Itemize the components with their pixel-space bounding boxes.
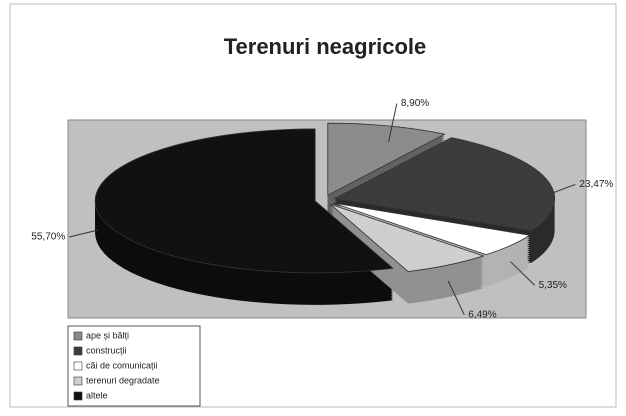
leader-line — [388, 103, 398, 143]
slice — [333, 137, 555, 232]
legend-swatch — [73, 331, 83, 341]
legend-label: căi de comunicații — [86, 360, 158, 370]
legend-swatch — [73, 346, 83, 356]
chart-title: Terenuri neagricole — [224, 34, 427, 59]
data-label: 8,90% — [401, 98, 429, 109]
legend — [67, 325, 201, 407]
slice — [327, 122, 446, 196]
legend-label: terenuri degradate — [86, 375, 160, 385]
data-label: 6,49% — [468, 309, 496, 320]
leader-line — [546, 183, 576, 196]
data-label: 23,47% — [579, 179, 613, 190]
legend-label: ape și bălți — [86, 330, 129, 340]
data-label: 55,70% — [31, 232, 65, 243]
legend-label: altele — [86, 390, 108, 400]
slice — [94, 128, 394, 274]
pie — [94, 122, 555, 305]
leader-line — [510, 261, 535, 286]
legend-swatch — [73, 376, 83, 386]
legend-swatch — [73, 391, 83, 401]
slice — [332, 202, 531, 256]
slice — [330, 203, 485, 272]
data-label: 5,35% — [539, 280, 567, 291]
leader-line — [447, 280, 465, 316]
leader-line — [69, 229, 99, 238]
legend-swatch — [73, 361, 83, 371]
legend-label: construcții — [86, 345, 127, 355]
